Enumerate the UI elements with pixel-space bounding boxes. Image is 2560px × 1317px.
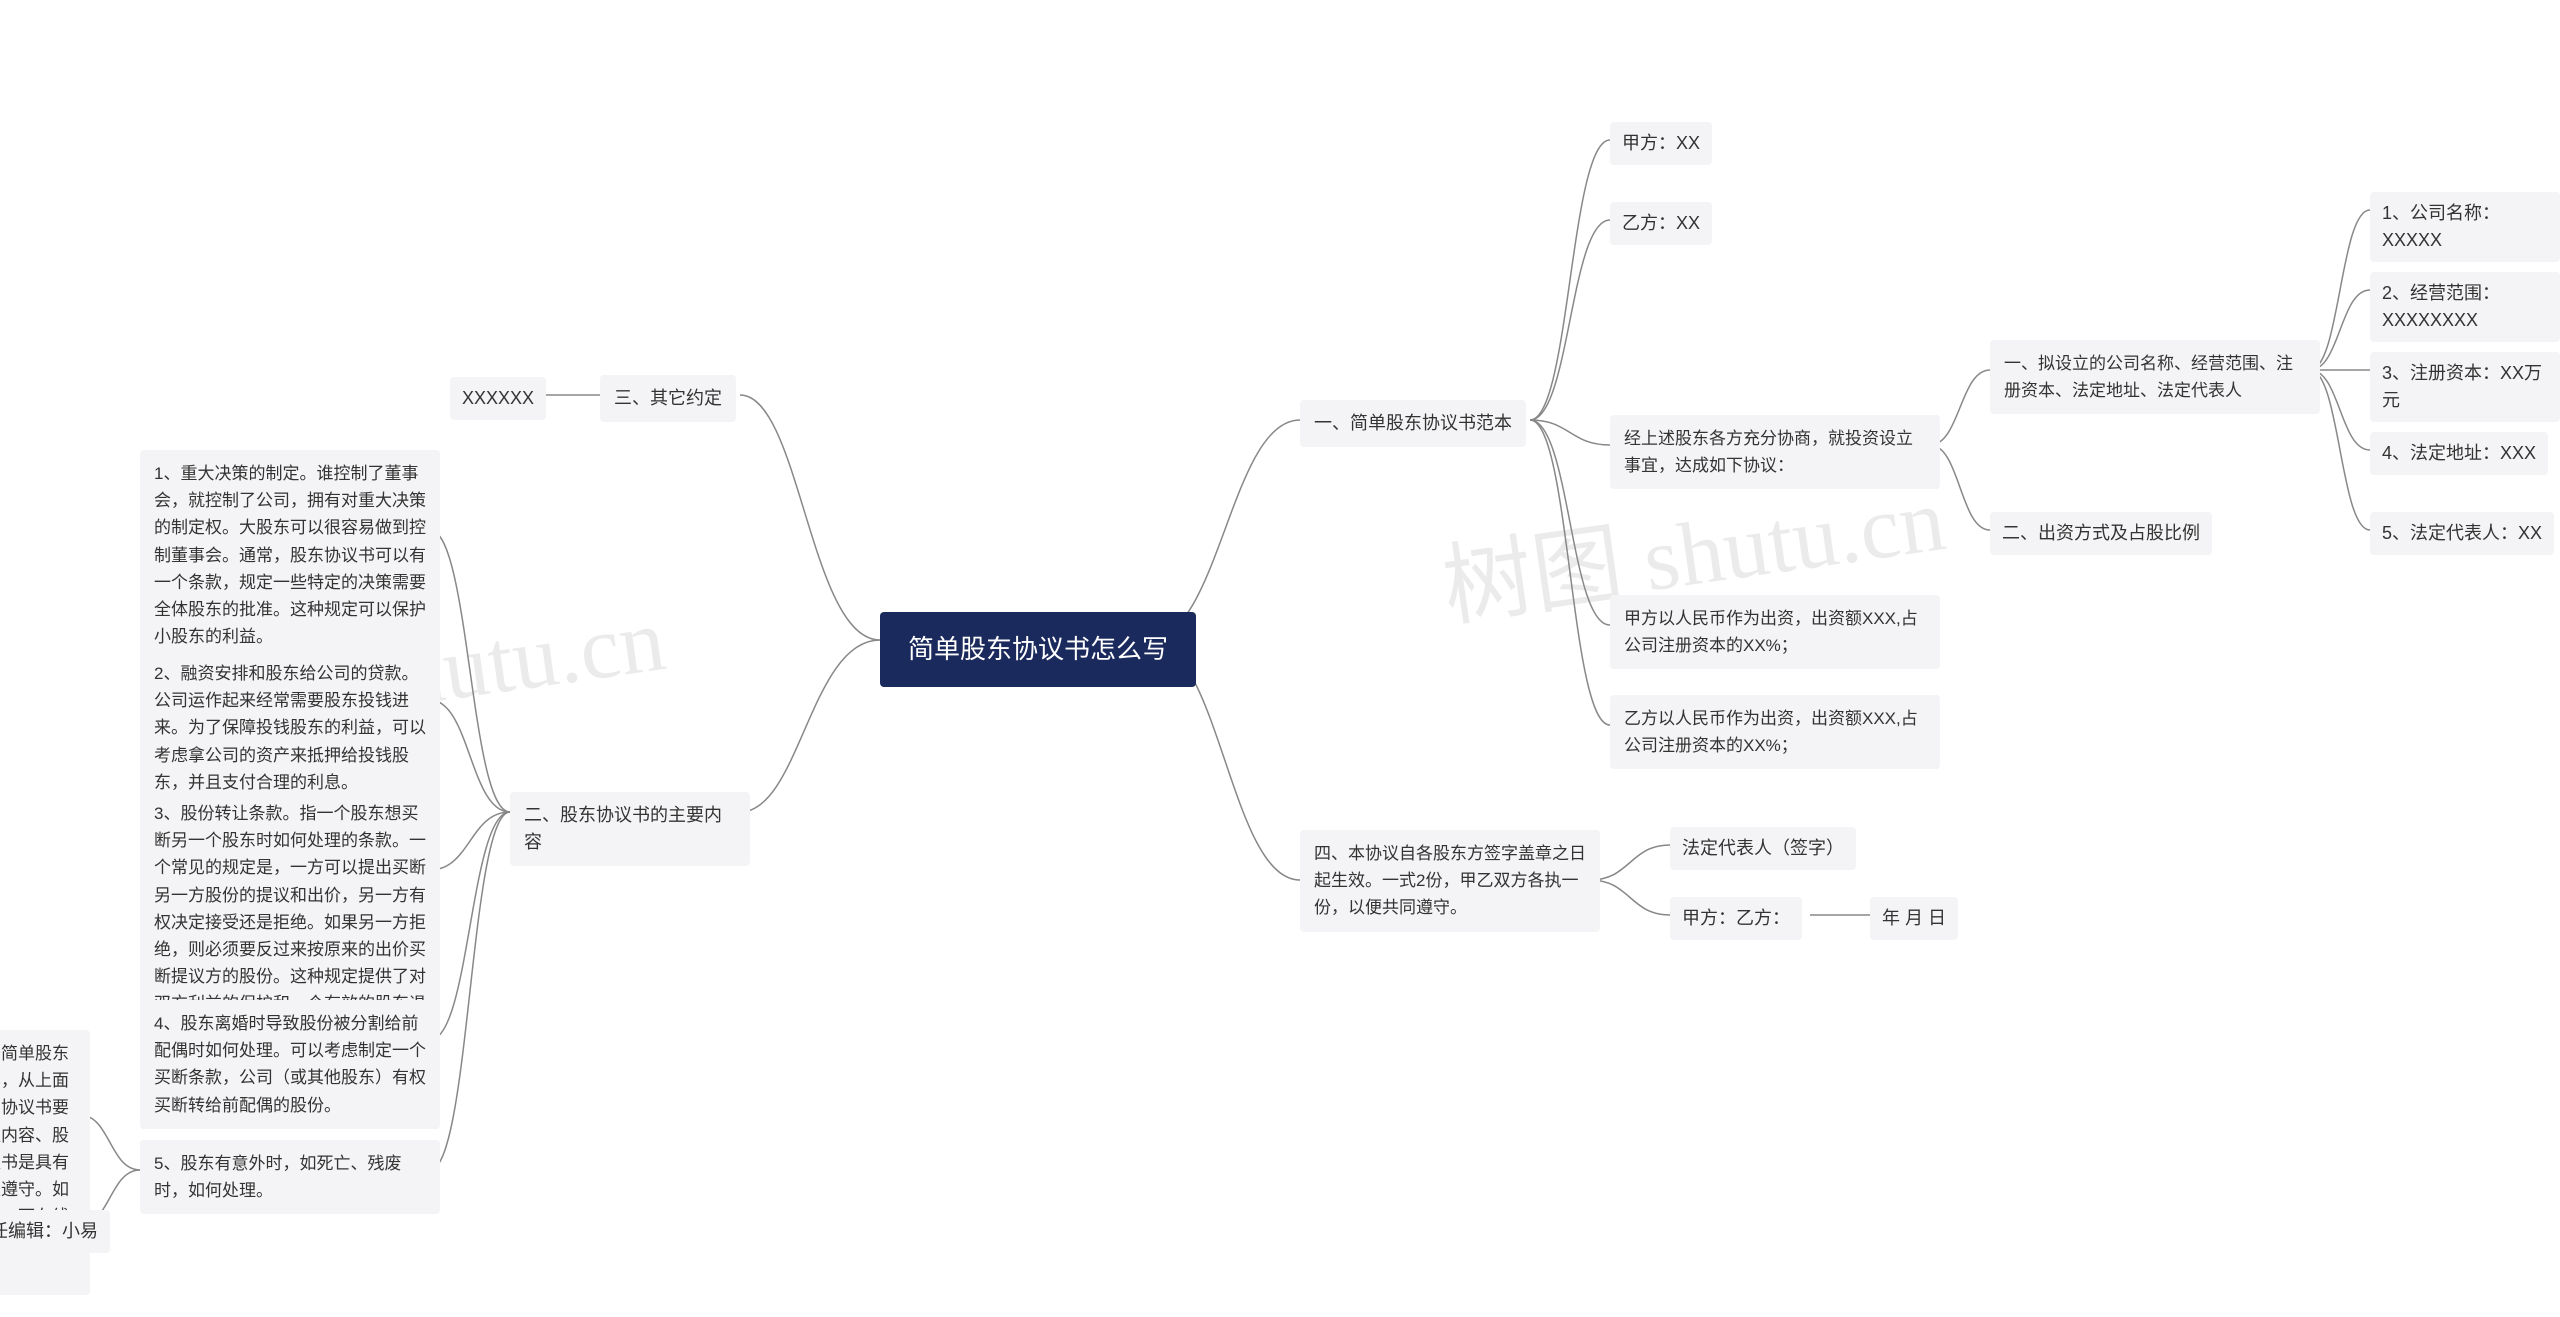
s2-p2: 2、融资安排和股东给公司的贷款。公司运作起来经常需要股东投钱进来。为了保障投钱股… xyxy=(140,650,440,806)
s2-p5: 5、股东有意外时，如死亡、残废时，如何处理。 xyxy=(140,1140,440,1214)
s2-p1: 1、重大决策的制定。谁控制了董事会，就控制了公司，拥有对重大决策的制定权。大股东… xyxy=(140,450,440,660)
section-2-title: 二、股东协议书的主要内容 xyxy=(510,792,750,866)
s1-c5: 乙方以人民币作为出资，出资额XXX,占公司注册资本的XX%； xyxy=(1610,695,1940,769)
s1-c3-b: 二、出资方式及占股比例 xyxy=(1990,512,2212,555)
s3-child: XXXXXX xyxy=(450,377,546,420)
leaf-l5: 5、法定代表人：XX xyxy=(2370,512,2554,555)
root-node: 简单股东协议书怎么写 xyxy=(880,612,1196,687)
leaf-l3: 3、注册资本：XX万元 xyxy=(2370,352,2560,422)
section-3-title: 三、其它约定 xyxy=(600,375,736,422)
s4-c2-leaf: 年 月 日 xyxy=(1870,897,1958,940)
s1-c3: 经上述股东各方充分协商，就投资设立事宜，达成如下协议： xyxy=(1610,415,1940,489)
s4-c1: 法定代表人（签字） xyxy=(1670,827,1856,870)
section-4-title: 四、本协议自各股东方签字盖章之日起生效。一式2份，甲乙双方各执一份，以便共同遵守… xyxy=(1300,830,1600,932)
leaf-l4: 4、法定地址：XXX xyxy=(2370,432,2548,475)
s4-c2: 甲方：乙方： xyxy=(1670,897,1802,940)
leaf-l1: 1、公司名称：XXXXX xyxy=(2370,192,2560,262)
s2-p5-leaf-a: 以上就是小编整理的关于简单股东协议书怎么写的有关内容，从上面的内容我们可以知道股… xyxy=(0,1030,90,1295)
s1-c2: 乙方：XX xyxy=(1610,202,1712,245)
s1-c3-a: 一、拟设立的公司名称、经营范围、注册资本、法定地址、法定代表人 xyxy=(1990,340,2320,414)
leaf-l2: 2、经营范围：XXXXXXXX xyxy=(2370,272,2560,342)
s2-p4: 4、股东离婚时导致股份被分割给前配偶时如何处理。可以考虑制定一个买断条款，公司（… xyxy=(140,1000,440,1129)
s1-c4: 甲方以人民币作为出资，出资额XXX,占公司注册资本的XX%； xyxy=(1610,595,1940,669)
s1-c1: 甲方：XX xyxy=(1610,122,1712,165)
section-1-title: 一、简单股东协议书范本 xyxy=(1300,400,1526,447)
s2-p5-leaf-b: 责任编辑：小易 xyxy=(0,1210,110,1253)
